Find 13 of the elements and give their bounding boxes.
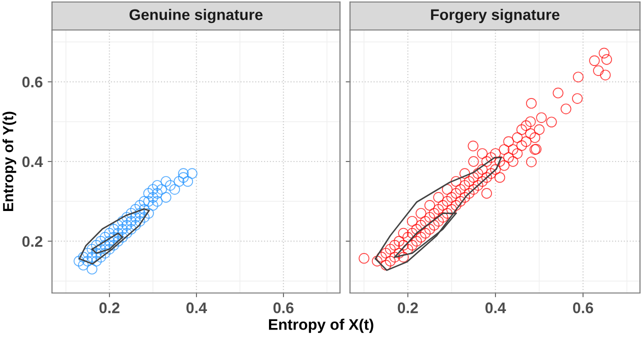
x-axis-title: Entropy of X(t) — [268, 318, 374, 333]
x-tick-label: 0.6 — [273, 302, 294, 314]
y-axis-title: Entropy of Y(t) — [2, 112, 16, 212]
y-tick-label: 0.2 — [22, 236, 42, 247]
x-tick-label: 0.2 — [398, 302, 418, 314]
y-tick-label: 0.6 — [22, 76, 42, 88]
chart-title: Forgery signature — [431, 8, 560, 24]
y-tick-label: 0.4 — [22, 156, 43, 168]
chart-title: Genuine signature — [130, 8, 263, 24]
x-tick-label: 0.4 — [485, 302, 506, 314]
x-tick-label: 0.2 — [99, 302, 120, 314]
x-tick-label: 0.6 — [573, 302, 594, 314]
x-tick-label: 0.4 — [186, 302, 207, 314]
